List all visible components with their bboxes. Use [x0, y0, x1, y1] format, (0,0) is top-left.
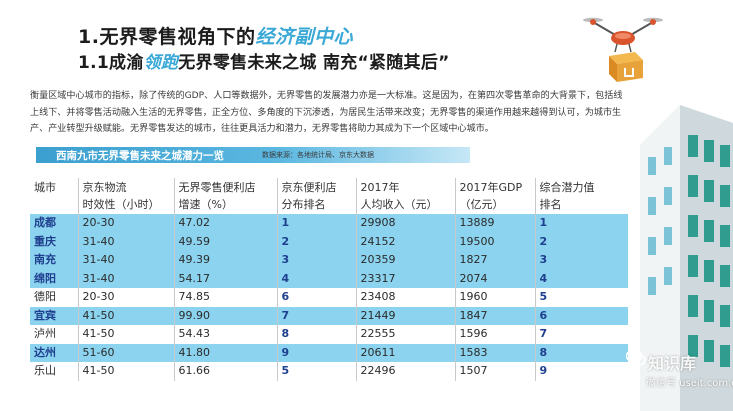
- page-title: 1.无界零售视角下的经济副中心: [78, 22, 353, 49]
- table-source: 数据来源：各地统计局、京东大数据: [262, 151, 374, 159]
- cell-store-rank: 7: [277, 306, 357, 325]
- building-illustration: [640, 105, 733, 411]
- cell-potential-rank: 2: [535, 232, 628, 251]
- cell-gdp: 19500: [455, 232, 536, 251]
- header-store-rank: 京东便利店 分布排名: [277, 178, 357, 214]
- watermark-sub: 微信号 useit.com.cn: [646, 378, 733, 389]
- cell-city: 乐山: [30, 362, 79, 381]
- cell-logistics: 31-40: [78, 251, 175, 270]
- cell-income: 22555: [356, 325, 456, 344]
- cell-city: 德阳: [30, 288, 79, 307]
- table-row: 南充 31-40 49.39 3 20359 1827 3: [30, 251, 628, 270]
- cell-city: 重庆: [30, 232, 79, 251]
- header-city: 城市: [30, 178, 79, 214]
- cell-growth: 47.02: [174, 214, 278, 233]
- cell-city: 达州: [30, 343, 79, 362]
- table-title-bar: [36, 147, 470, 163]
- cell-gdp: 1960: [455, 288, 536, 307]
- cell-growth: 54.43: [174, 325, 278, 344]
- cell-potential-rank: 6: [535, 306, 628, 325]
- intro-paragraph: 衡量区域中心城市的指标，除了传统的GDP、人口等数据外，无界零售的发展潜力亦是一…: [30, 91, 623, 135]
- cell-city: 成都: [30, 214, 79, 233]
- cell-gdp: 1827: [455, 251, 536, 270]
- title-prefix: 1.无界零售视角下的: [78, 26, 256, 48]
- cell-store-rank: 5: [277, 362, 357, 381]
- cell-income: 23317: [356, 269, 456, 288]
- cell-growth: 54.17: [174, 269, 278, 288]
- cell-city: 泸州: [30, 325, 79, 344]
- cell-gdp: 1847: [455, 306, 536, 325]
- table-row: 成都 20-30 47.02 1 29908 13889 1: [30, 214, 628, 233]
- cell-logistics: 31-40: [78, 269, 175, 288]
- subtitle-suffix: 无界零售未来之城 南充“紧随其后”: [178, 53, 450, 73]
- table-row: 泸州 41-50 54.43 8 22555 1596 7: [30, 325, 628, 344]
- cell-store-rank: 1: [277, 214, 357, 233]
- cell-logistics: 41-50: [78, 362, 175, 381]
- cell-gdp: 1583: [455, 343, 536, 362]
- table-header-row: 城市 京东物流 时效性（小时） 无界零售便利店 增速（%） 京东便利店 分布排名 20…: [30, 178, 628, 214]
- subtitle-accent: 领跑: [143, 53, 179, 73]
- table-row: 宜宾 41-50 99.90 7 21449 1847 6: [30, 306, 628, 325]
- cell-logistics: 51-60: [78, 343, 175, 362]
- cell-income: 20359: [356, 251, 456, 270]
- wechat-icon: [626, 349, 646, 366]
- cell-logistics: 41-50: [78, 306, 175, 325]
- cell-growth: 99.90: [174, 306, 278, 325]
- cell-income: 20611: [356, 343, 456, 362]
- cell-city: 南充: [30, 251, 79, 270]
- parcel-icon: [609, 52, 643, 82]
- cell-city: 绵阳: [30, 269, 79, 288]
- cell-logistics: 41-50: [78, 325, 175, 344]
- cell-gdp: 1596: [455, 325, 536, 344]
- cell-store-rank: 3: [277, 251, 357, 270]
- watermark-title: 知识库: [648, 354, 697, 373]
- cell-logistics: 20-30: [78, 288, 175, 307]
- header-income: 2017年 人均收入（元）: [356, 178, 456, 214]
- table-row: 达州 51-60 41.80 9 20611 1583 8: [30, 343, 628, 362]
- table-row: 绵阳 31-40 54.17 4 23317 2074 4: [30, 269, 628, 288]
- cell-potential-rank: 7: [535, 325, 628, 344]
- cell-store-rank: 8: [277, 325, 357, 344]
- cell-income: 29908: [356, 214, 456, 233]
- cell-store-rank: 6: [277, 288, 357, 307]
- cell-store-rank: 4: [277, 269, 357, 288]
- cell-growth: 74.85: [174, 288, 278, 307]
- header-growth: 无界零售便利店 增速（%）: [174, 178, 278, 214]
- cell-growth: 61.66: [174, 362, 278, 381]
- header-logistics: 京东物流 时效性（小时）: [78, 178, 175, 214]
- cell-income: 21449: [356, 306, 456, 325]
- subtitle-prefix: 1.1成渝: [78, 53, 144, 73]
- header-potential-rank: 综合潜力值 排名: [535, 178, 628, 214]
- page-subtitle: 1.1成渝领跑无界零售未来之城 南充“紧随其后”: [78, 48, 450, 73]
- cell-potential-rank: 3: [535, 251, 628, 270]
- cell-potential-rank: 8: [535, 343, 628, 362]
- cell-logistics: 31-40: [78, 232, 175, 251]
- cell-growth: 49.39: [174, 251, 278, 270]
- cell-gdp: 1507: [455, 362, 536, 381]
- cell-potential-rank: 1: [535, 214, 628, 233]
- cell-store-rank: 9: [277, 343, 357, 362]
- cell-growth: 49.59: [174, 232, 278, 251]
- cell-gdp: 2074: [455, 269, 536, 288]
- cell-growth: 41.80: [174, 343, 278, 362]
- cell-logistics: 20-30: [78, 214, 175, 233]
- table-row: 乐山 41-50 61.66 5 22496 1507 9: [30, 362, 628, 381]
- cell-income: 24152: [356, 232, 456, 251]
- cell-city: 宜宾: [30, 306, 79, 325]
- cell-potential-rank: 4: [535, 269, 628, 288]
- city-potential-table: 城市 京东物流 时效性（小时） 无界零售便利店 增速（%） 京东便利店 分布排名 20…: [30, 178, 628, 381]
- drone-icon: [583, 17, 663, 82]
- cell-potential-rank: 9: [535, 362, 628, 381]
- cell-gdp: 13889: [455, 214, 536, 233]
- header-gdp: 2017年GDP （亿元）: [455, 178, 536, 214]
- cell-income: 22496: [356, 362, 456, 381]
- table-title: 西南九市无界零售未来之城潜力一览: [56, 150, 224, 162]
- title-accent: 经济副中心: [255, 26, 353, 48]
- table-row: 重庆 31-40 49.59 2 24152 19500 2: [30, 232, 628, 251]
- cell-income: 23408: [356, 288, 456, 307]
- table-row: 德阳 20-30 74.85 6 23408 1960 5: [30, 288, 628, 307]
- cell-store-rank: 2: [277, 232, 357, 251]
- cell-potential-rank: 5: [535, 288, 628, 307]
